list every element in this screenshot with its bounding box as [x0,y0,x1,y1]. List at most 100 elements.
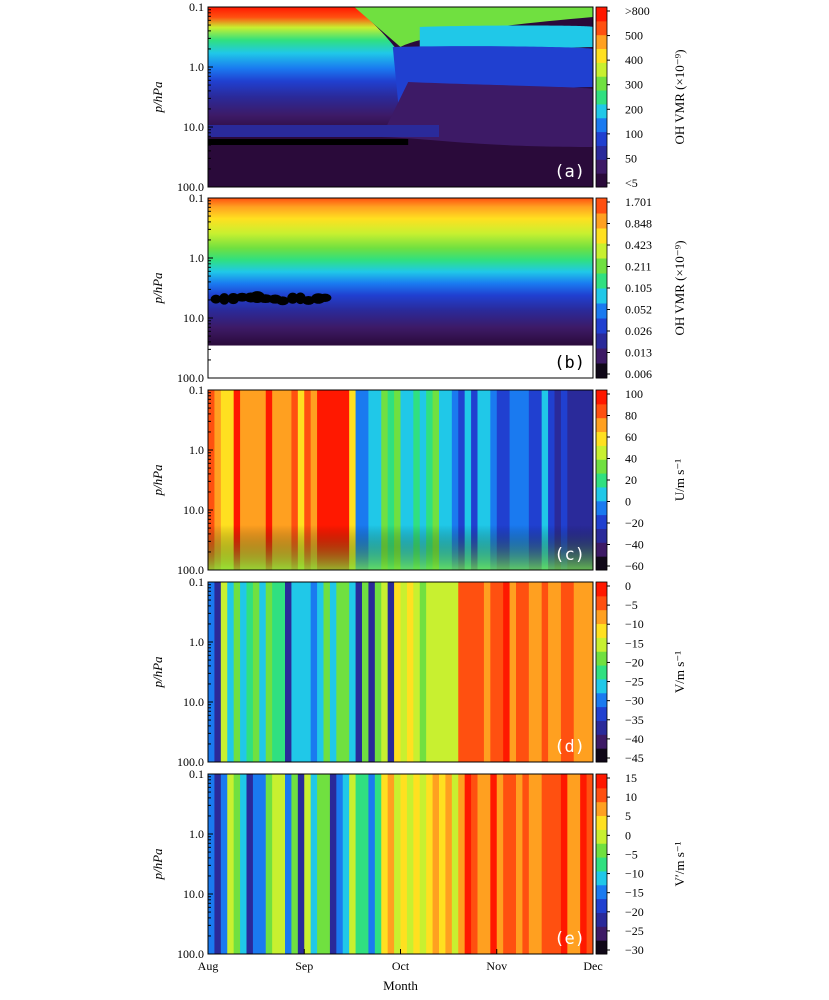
colorbar-segment [596,431,607,446]
field-cell [220,582,228,762]
field-cell [560,582,568,762]
field-cell [252,582,260,762]
x-tick-label: Sep [295,959,313,973]
field-cell [580,582,588,762]
colorbar-segment [596,843,607,858]
colorbar-segment [596,926,607,941]
field-cell [227,774,235,954]
field-cell [586,774,593,954]
colorbar-segment [596,243,607,259]
colorbar-segment [596,34,607,50]
field-cell [554,582,562,762]
colorbar-tick-label: 0 [625,828,631,842]
colorbar-segment [596,801,607,817]
colorbar-frame [595,581,608,763]
colorbar: >800 500 400 300 200 100 50 <5 OH VMR (×10⁻⁹) [595,4,687,190]
field-cell [368,582,376,762]
field-cell [227,582,235,762]
field-cell [541,774,549,954]
field-gradient [208,198,593,346]
field-cell [509,774,517,954]
colorbar-tick-label: 200 [625,102,643,116]
colorbar-segment [596,829,607,844]
colorbar-segment [596,734,607,749]
field-cell [490,774,498,954]
colorbar-tick-label: 15 [625,771,637,785]
colorbar-tick-label: <5 [625,176,638,190]
field-cell [580,774,588,954]
field-cell [214,774,222,954]
field-cell [214,582,222,762]
field-cell [548,582,556,762]
colorbar-segment [596,403,607,419]
field-cell [208,582,216,762]
colorbar-tick-label: −10 [625,867,644,881]
colorbar-tick-label: 300 [625,78,643,92]
field-cell [535,582,543,762]
field-cell [426,774,434,954]
field-cell [464,774,472,954]
colorbar-tick-label: 0.423 [625,238,652,252]
colorbar-tick-label: −30 [625,694,644,708]
colorbar-segment [596,390,607,405]
colorbar-tick-label: −10 [625,617,644,631]
field-cell [496,774,504,954]
y-tick-label: 100.0 [177,563,204,577]
colorbar-tick-label: 0.211 [625,260,652,274]
colorbar-tick-label: 0 [625,495,631,509]
x-tick-label: Oct [392,959,410,973]
field-cell [220,774,228,954]
field-cell [387,774,395,954]
colorbar-tick-label: 40 [625,452,637,466]
y-axis-label: p/hPa [150,464,165,497]
field-cell [477,774,485,954]
field-cell [439,774,447,954]
field-cell [208,774,216,954]
field-cell [355,774,363,954]
colorbar-tick-label: 60 [625,430,637,444]
heatmap-field [208,390,593,570]
field-cell [503,774,511,954]
field-cell [362,774,370,954]
colorbar-segment [596,857,607,872]
field-cell [490,582,498,762]
field-cell [458,774,466,954]
colorbar-segment [596,486,607,502]
x-tick-label: Nov [486,959,507,973]
colorbar-tick-label: 0.105 [625,281,652,295]
field-cell [349,582,357,762]
field-blotch [210,294,222,304]
colorbar-segment [596,213,607,229]
field-cell [483,774,491,954]
colorbar-segment [596,473,607,488]
field-cell [573,774,581,954]
colorbar-tick-label: −30 [625,943,644,957]
field-cell [310,774,318,954]
field-cell [336,582,344,762]
field-cell [349,774,357,954]
field-missing [208,345,593,378]
plot-frame [207,581,594,763]
x-tick-label: Dec [583,959,602,973]
field-cell [265,582,273,762]
colorbar-segment [596,651,607,666]
colorbar-tick-label: −5 [625,847,638,861]
field-cell [400,774,408,954]
colorbar-tick-label: −25 [625,924,644,938]
field-cell [394,774,402,954]
field-cell [272,774,280,954]
field-cell [240,774,248,954]
field-cell [509,582,517,762]
field-cell [342,582,350,762]
colorbar-tick-label: −60 [625,559,644,573]
field-cell [451,582,459,762]
colorbar-segment [596,348,607,364]
y-axis-label: p/hPa [150,656,165,689]
field-blotch [276,296,290,306]
panel-label: (a) [554,162,585,182]
colorbar-segment [596,692,607,708]
field-cell [458,582,466,762]
field-cell [419,582,427,762]
colorbar-tick-label: 5 [625,809,631,823]
field-cell [432,582,440,762]
